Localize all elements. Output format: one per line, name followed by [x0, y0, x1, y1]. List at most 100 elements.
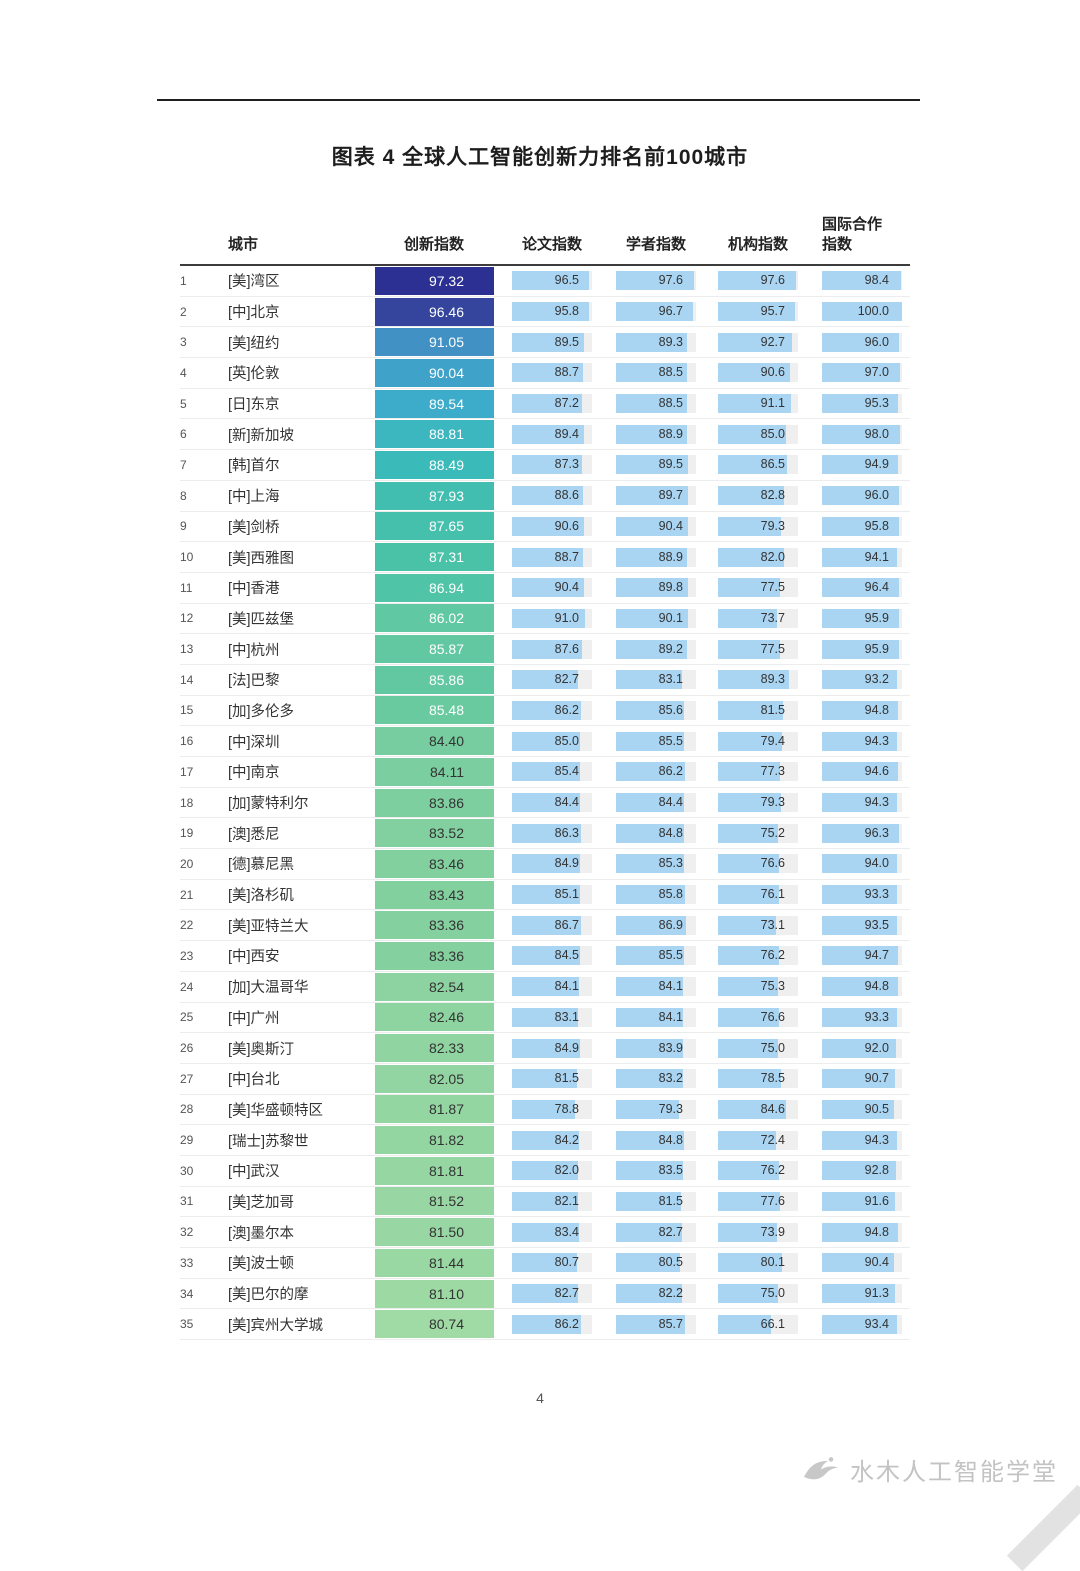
data-bar-value: 80.5: [658, 1255, 683, 1270]
city-cell: [中]广州: [228, 1010, 280, 1027]
innovation-index-cell: 84.40: [375, 727, 494, 756]
city-cell: [美]纽约: [228, 335, 280, 352]
data-bar: 91.1: [718, 394, 798, 414]
intl-coop-index-cell: 94.3: [822, 1130, 902, 1150]
data-bar-value: 79.3: [760, 795, 785, 810]
data-bar-value: 90.4: [658, 518, 683, 533]
paper-index-cell: 86.2: [512, 1314, 592, 1334]
data-bar: 88.9: [616, 547, 696, 567]
data-bar-value: 95.7: [760, 304, 785, 319]
institution-index-cell: 92.7: [718, 332, 798, 352]
data-bar-value: 84.4: [554, 795, 579, 810]
data-bar-fill: [822, 363, 900, 383]
data-bar-fill: [718, 977, 779, 997]
data-bar-value: 94.0: [864, 856, 889, 871]
data-bar-value: 86.9: [658, 917, 683, 932]
data-bar-value: 81.5: [760, 702, 785, 717]
data-bar-value: 79.4: [760, 733, 785, 748]
rank-cell: 5: [180, 396, 187, 411]
city-cell: [中]北京: [228, 305, 280, 322]
data-bar: 84.9: [512, 854, 592, 874]
data-bar-value: 98.4: [864, 273, 889, 288]
data-bar-value: 82.0: [554, 1163, 579, 1178]
institution-index-cell: 79.3: [718, 516, 798, 536]
institution-index-cell: 75.0: [718, 1284, 798, 1304]
paper-index-cell: 86.7: [512, 915, 592, 935]
city-cell: [美]宾州大学城: [228, 1317, 324, 1334]
data-bar: 89.5: [512, 332, 592, 352]
data-bar: 82.7: [512, 670, 592, 690]
institution-index-cell: 76.2: [718, 1161, 798, 1181]
city-cell: [德]慕尼黑: [228, 857, 295, 874]
city-cell: [中]杭州: [228, 642, 280, 659]
data-bar-fill: [616, 854, 685, 874]
innovation-index-cell: 86.94: [375, 573, 494, 602]
innovation-index-cell: 81.87: [375, 1095, 494, 1124]
scholar-index-cell: 85.7: [616, 1314, 696, 1334]
data-bar-value: 85.8: [658, 887, 683, 902]
data-bar-fill: [822, 885, 897, 905]
data-bar-value: 85.0: [554, 733, 579, 748]
institution-index-cell: 73.7: [718, 608, 798, 628]
data-bar-value: 92.7: [760, 334, 785, 349]
rank-cell: 2: [180, 304, 187, 319]
rank-cell: 34: [180, 1286, 194, 1301]
paper-index-cell: 82.0: [512, 1161, 592, 1181]
data-bar-value: 82.1: [554, 1193, 579, 1208]
table-row: 23 [中]西安 83.36 84.5 85.5 76.2 94.7: [180, 941, 910, 972]
col-header-institution: 机构指数: [727, 235, 788, 253]
data-bar: 93.3: [822, 885, 902, 905]
watermark: 水木人工智能学堂: [801, 1452, 1058, 1487]
data-bar: 94.8: [822, 977, 902, 997]
rank-cell: 28: [180, 1102, 194, 1117]
data-bar: 98.4: [822, 271, 902, 291]
data-bar-value: 89.2: [658, 641, 683, 656]
rank-cell: 27: [180, 1071, 194, 1086]
data-bar: 89.3: [616, 332, 696, 352]
rank-cell: 13: [180, 642, 194, 657]
data-bar: 73.7: [718, 608, 798, 628]
data-bar-value: 92.0: [864, 1040, 889, 1055]
table-row: 8 [中]上海 87.93 88.6 89.7 82.8 96.0: [180, 481, 910, 512]
data-bar-value: 95.8: [864, 518, 889, 533]
bird-logo-icon: [801, 1454, 843, 1486]
institution-index-cell: 79.3: [718, 793, 798, 813]
institution-index-cell: 75.0: [718, 1038, 798, 1058]
data-bar-value: 75.2: [760, 825, 785, 840]
scholar-index-cell: 83.5: [616, 1161, 696, 1181]
data-bar-value: 84.1: [554, 979, 579, 994]
data-bar: 75.0: [718, 1284, 798, 1304]
table-row: 10 [美]西雅图 87.31 88.7 88.9 82.0 94.1: [180, 542, 910, 573]
data-bar-value: 88.7: [554, 365, 579, 380]
data-bar-fill: [822, 793, 898, 813]
data-bar-value: 94.1: [864, 549, 889, 564]
table-row: 35 [美]宾州大学城 80.74 86.2 85.7 66.1 93.4: [180, 1309, 910, 1341]
city-cell: [美]华盛顿特区: [228, 1102, 324, 1119]
data-bar-value: 83.4: [554, 1224, 579, 1239]
data-bar-value: 81.5: [658, 1193, 683, 1208]
table-row: 22 [美]亚特兰大 83.36 86.7 86.9 73.1 93.5: [180, 910, 910, 942]
data-bar-fill: [822, 1007, 897, 1027]
data-bar: 93.5: [822, 915, 902, 935]
data-bar-value: 93.4: [864, 1316, 889, 1331]
data-bar: 85.6: [616, 700, 696, 720]
data-bar: 84.2: [512, 1130, 592, 1150]
table-row: 30 [中]武汉 81.81 82.0 83.5 76.2 92.8: [180, 1156, 910, 1187]
data-bar-fill: [512, 885, 581, 905]
institution-index-cell: 84.6: [718, 1099, 798, 1119]
data-bar: 91.6: [822, 1191, 902, 1211]
data-bar-value: 89.5: [658, 457, 683, 472]
scholar-index-cell: 89.7: [616, 486, 696, 506]
city-cell: [中]武汉: [228, 1164, 280, 1181]
intl-coop-index-cell: 93.4: [822, 1314, 902, 1334]
data-bar: 89.7: [616, 486, 696, 506]
data-bar-fill: [512, 1130, 580, 1150]
chart-title: 图表 4 全球人工智能创新力排名前100城市: [331, 146, 749, 169]
paper-index-cell: 88.7: [512, 363, 592, 383]
scholar-index-cell: 97.6: [616, 271, 696, 291]
data-bar-fill: [718, 271, 797, 291]
data-bar: 86.9: [616, 915, 696, 935]
institution-index-cell: 90.6: [718, 363, 798, 383]
table-row: 7 [韩]首尔 88.49 87.3 89.5 86.5 94.9: [180, 450, 910, 481]
data-bar-value: 90.6: [760, 365, 785, 380]
